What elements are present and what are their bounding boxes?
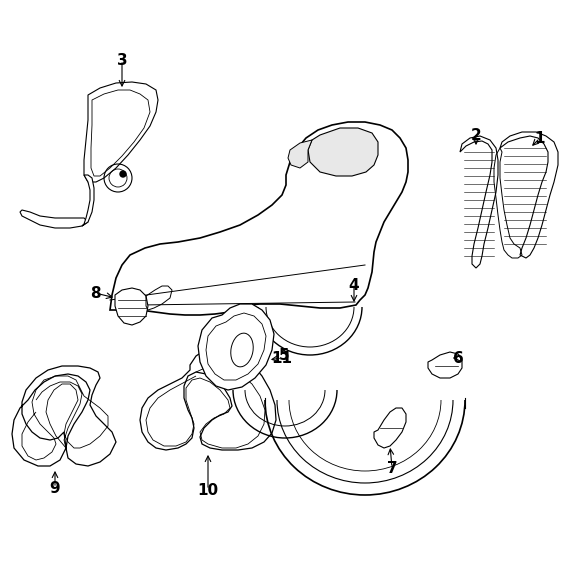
Text: 6: 6	[453, 350, 463, 365]
Polygon shape	[115, 288, 148, 325]
Text: 11: 11	[271, 350, 293, 365]
Polygon shape	[12, 366, 116, 466]
Polygon shape	[500, 132, 558, 258]
Polygon shape	[110, 122, 408, 315]
Polygon shape	[20, 210, 88, 228]
Polygon shape	[428, 352, 462, 378]
Text: 3: 3	[117, 52, 127, 67]
Polygon shape	[288, 140, 312, 168]
Circle shape	[120, 171, 126, 177]
Ellipse shape	[231, 333, 253, 367]
Polygon shape	[82, 175, 94, 226]
Text: 8: 8	[90, 285, 100, 300]
Polygon shape	[198, 304, 274, 390]
Text: 1: 1	[535, 131, 545, 145]
Polygon shape	[374, 408, 406, 448]
Text: 5: 5	[279, 347, 289, 363]
Polygon shape	[460, 136, 498, 268]
Text: 7: 7	[386, 461, 397, 475]
Polygon shape	[84, 82, 158, 182]
Polygon shape	[140, 347, 276, 450]
Text: 10: 10	[198, 482, 218, 497]
Text: 4: 4	[348, 278, 359, 292]
Polygon shape	[308, 128, 378, 176]
Text: 9: 9	[50, 480, 60, 496]
Text: 2: 2	[471, 127, 482, 142]
